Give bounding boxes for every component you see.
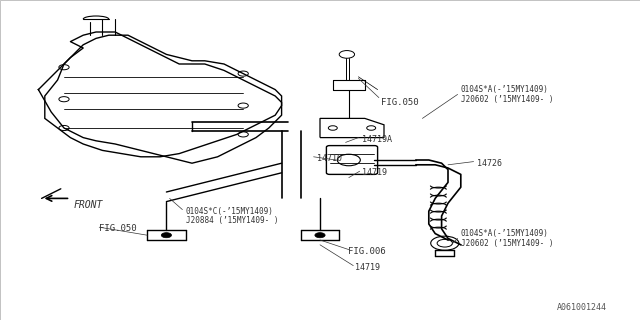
Text: J20884 (’15MY1409- ): J20884 (’15MY1409- )	[186, 216, 278, 225]
Circle shape	[315, 233, 325, 238]
Text: J20602 (’15MY1409- ): J20602 (’15MY1409- )	[461, 95, 554, 104]
Text: 0104S*A(-’15MY1409): 0104S*A(-’15MY1409)	[461, 85, 548, 94]
Text: A061001244: A061001244	[557, 303, 607, 312]
Text: FIG.050: FIG.050	[381, 98, 419, 107]
Text: 0104S*C(-’15MY1409): 0104S*C(-’15MY1409)	[186, 207, 273, 216]
Text: 14719A: 14719A	[362, 135, 392, 144]
Text: FIG.006: FIG.006	[348, 247, 385, 256]
Text: 14719: 14719	[362, 168, 387, 177]
Text: J20602 (’15MY1409- ): J20602 (’15MY1409- )	[461, 239, 554, 248]
Text: 14710: 14710	[317, 154, 342, 163]
Text: 14726: 14726	[477, 159, 502, 168]
Text: FRONT: FRONT	[74, 200, 103, 210]
Text: 0104S*A(-’15MY1409): 0104S*A(-’15MY1409)	[461, 229, 548, 238]
Text: 14719: 14719	[355, 263, 380, 272]
Circle shape	[161, 233, 172, 238]
Text: FIG.050: FIG.050	[99, 224, 137, 233]
